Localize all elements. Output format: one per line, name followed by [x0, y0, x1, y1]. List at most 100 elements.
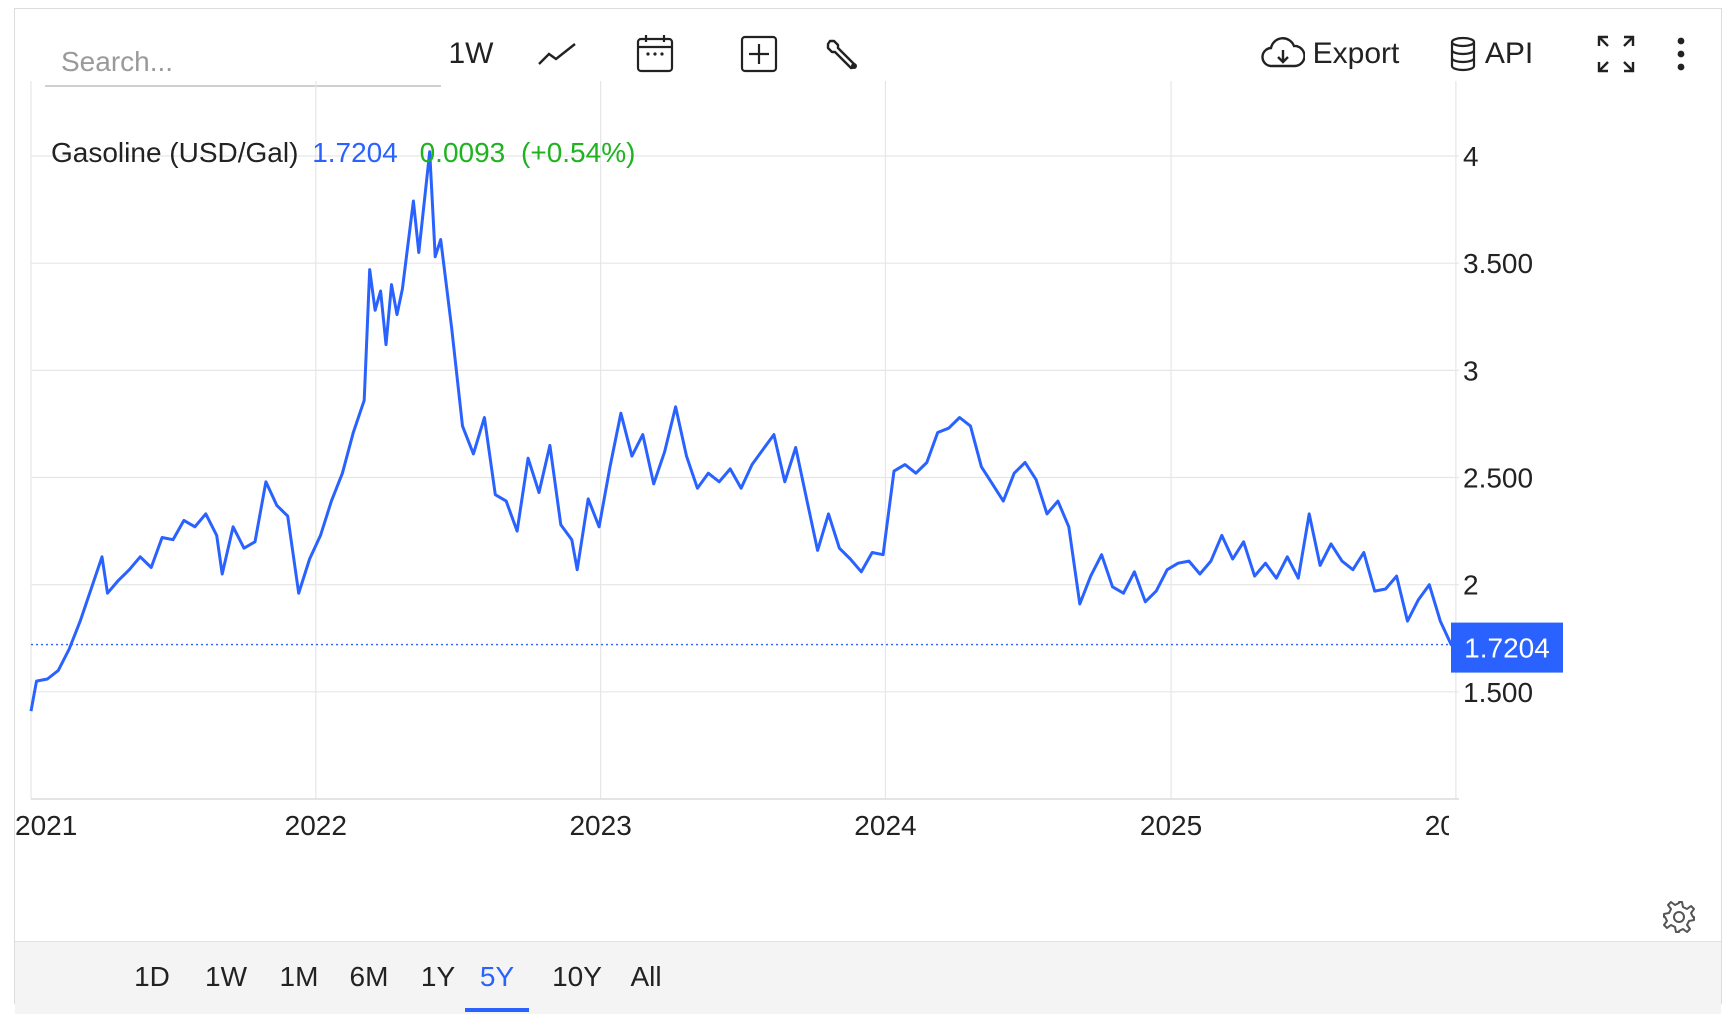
data-point: [761, 448, 765, 452]
api-button[interactable]: API: [1441, 29, 1541, 79]
data-point: [1318, 563, 1322, 567]
more-button[interactable]: [1663, 29, 1699, 79]
y-tick-label: 2: [1463, 570, 1479, 601]
search-input[interactable]: [45, 39, 441, 87]
x-tick-label: 2026: [1425, 810, 1487, 841]
data-point: [1111, 585, 1115, 589]
data-point: [78, 619, 82, 623]
range-button-10y[interactable]: 10Y: [552, 961, 602, 992]
data-point: [1122, 591, 1126, 595]
data-point: [29, 709, 33, 713]
interval-button[interactable]: 1W: [433, 31, 509, 77]
data-point: [193, 525, 197, 529]
y-tick-label: 2.500: [1463, 463, 1533, 494]
range-button-5y[interactable]: 5Y: [465, 942, 529, 1012]
range-button-1m[interactable]: 1M: [279, 961, 319, 992]
more-vertical-icon: [1676, 36, 1686, 72]
data-point: [1143, 600, 1147, 604]
data-point: [1438, 619, 1442, 623]
data-point: [138, 555, 142, 559]
data-point: [264, 480, 268, 484]
x-tick-label: 2024: [854, 810, 916, 841]
data-point: [892, 469, 896, 473]
data-point: [384, 343, 388, 347]
legend-price: 1.7204: [312, 137, 398, 168]
calendar-icon: [636, 33, 674, 73]
data-point: [936, 431, 940, 435]
line-chart-icon: [537, 40, 577, 68]
compare-button[interactable]: [731, 27, 787, 81]
plus-box-icon: [740, 35, 778, 73]
data-point: [308, 557, 312, 561]
data-point: [783, 480, 787, 484]
data-point: [630, 454, 634, 458]
range-button-6m[interactable]: 6M: [349, 961, 389, 992]
data-point: [149, 566, 153, 570]
data-point: [674, 405, 678, 409]
data-point: [395, 313, 399, 317]
y-tick-label: 1.500: [1463, 677, 1533, 708]
range-button-1w[interactable]: 1W: [205, 961, 247, 992]
data-point: [204, 512, 208, 516]
cloud-download-icon: [1260, 37, 1305, 71]
data-point: [89, 587, 93, 591]
legend-change: 0.0093: [419, 137, 506, 168]
fullscreen-button[interactable]: [1591, 29, 1641, 79]
data-point: [400, 287, 404, 291]
price-chart[interactable]: 1.500 2 2.500 3 3.500 4 2021 2022 2023 2024 2025 20…: [15, 9, 1723, 939]
data-point: [1351, 568, 1355, 572]
database-icon: [1449, 36, 1477, 72]
chart-widget: 1W: [14, 8, 1723, 1014]
series-line-gasoline: [29, 150, 1457, 712]
data-point: [526, 456, 530, 460]
y-tick-label: 3: [1463, 355, 1479, 386]
data-point: [1056, 499, 1060, 503]
data-point: [116, 578, 120, 582]
data-point: [35, 679, 39, 683]
data-point: [56, 668, 60, 672]
data-point: [881, 553, 885, 557]
data-point: [450, 326, 454, 330]
data-point: [1187, 559, 1191, 563]
data-point: [100, 555, 104, 559]
data-point: [608, 465, 612, 469]
export-label: Export: [1312, 37, 1400, 70]
chart-settings-button[interactable]: [1661, 899, 1697, 940]
data-point: [482, 416, 486, 420]
data-point: [990, 482, 994, 486]
data-point: [663, 450, 667, 454]
data-point: [1034, 478, 1038, 482]
data-point: [1296, 576, 1300, 580]
tools-button[interactable]: [815, 27, 871, 81]
data-point: [1264, 561, 1268, 565]
y-tick-label: 3.500: [1463, 248, 1533, 279]
data-point: [373, 308, 377, 312]
last-price-badge: [1451, 622, 1563, 673]
data-point: [750, 463, 754, 467]
export-button[interactable]: Export: [1255, 29, 1405, 79]
data-point: [739, 486, 743, 490]
gear-icon: [1661, 901, 1697, 939]
data-point: [1253, 574, 1257, 578]
range-button-1y[interactable]: 1Y: [420, 961, 456, 992]
last-price-badge-label: 1.7204: [1464, 633, 1550, 664]
data-point: [1231, 557, 1235, 561]
data-point: [848, 557, 852, 561]
data-point: [1384, 587, 1388, 591]
range-button-1d[interactable]: 1D: [134, 961, 170, 992]
data-point: [171, 538, 175, 542]
calendar-button[interactable]: [627, 25, 683, 81]
wrench-icon: [824, 35, 862, 73]
data-point: [1132, 570, 1136, 574]
data-point: [275, 503, 279, 507]
legend-symbol-name: Gasoline (USD/Gal): [51, 137, 299, 168]
data-point: [706, 471, 710, 475]
chart-type-button[interactable]: [525, 31, 589, 77]
data-point: [368, 268, 372, 272]
data-point: [1406, 619, 1410, 623]
data-point: [979, 465, 983, 469]
range-button-all[interactable]: All: [630, 961, 662, 992]
data-point: [794, 446, 798, 450]
data-point: [1395, 574, 1399, 578]
data-point: [379, 289, 383, 293]
